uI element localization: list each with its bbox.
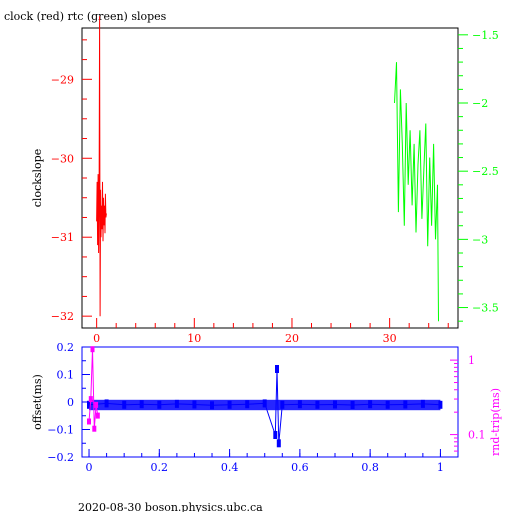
top-x-tick-label: 0 bbox=[93, 332, 100, 345]
top-right-tick-label: −1.5 bbox=[472, 29, 499, 42]
bottom-left-tick-label: 0 bbox=[67, 396, 74, 409]
footer-text: 2020-08-30 boson.physics.ubc.ca bbox=[78, 501, 263, 512]
top-panel-frame bbox=[81, 27, 459, 329]
bottom-left-tick-label: 0.1 bbox=[57, 369, 75, 382]
top-left-tick-label: −30 bbox=[51, 152, 74, 165]
bottom-x-ticks: 0 0.2 0.4 0.6 0.8 1 bbox=[86, 449, 444, 474]
offset-point bbox=[273, 431, 278, 439]
top-left-tick-label: −29 bbox=[51, 73, 74, 86]
top-left-y-ticks: −29 −30 −31 −32 bbox=[51, 39, 92, 323]
bottom-right-tick-label: 0.1 bbox=[468, 429, 486, 442]
top-x-tick-label: 30 bbox=[383, 332, 397, 345]
series-line-round-trip bbox=[88, 349, 99, 429]
bottom-series-marks bbox=[87, 346, 443, 448]
top-left-tick-label: −31 bbox=[51, 231, 74, 244]
bottom-x-tick-label: 0.4 bbox=[221, 461, 239, 474]
top-right-tick-label: −2 bbox=[472, 97, 488, 110]
series-line-clock bbox=[96, 16, 107, 317]
top-x-ticks: 0 10 20 30 bbox=[93, 318, 449, 345]
offset-point bbox=[276, 439, 281, 448]
top-right-tick-label: −2.5 bbox=[472, 165, 499, 178]
bottom-right-tick-label: 1 bbox=[468, 354, 475, 367]
bottom-left-tick-label: −0.1 bbox=[47, 424, 74, 437]
bottom-y-axis-label: offset(ms) bbox=[31, 374, 44, 430]
bottom-x-tick-label: 0.8 bbox=[361, 461, 379, 474]
offset-point-band bbox=[89, 399, 441, 411]
chart-title: clock (red) rtc (green) slopes bbox=[4, 10, 167, 23]
bottom-y2-axis-label: rnd-trip(ms) bbox=[489, 388, 502, 456]
top-right-tick-label: −3.5 bbox=[472, 302, 499, 315]
bottom-x-tick-label: 1 bbox=[437, 461, 444, 474]
top-right-tick-label: −3 bbox=[472, 233, 488, 246]
top-x-tick-label: 20 bbox=[285, 332, 299, 345]
bottom-right-y-ticks: 10.1 bbox=[450, 354, 486, 452]
top-y-axis-label: clockslope bbox=[31, 149, 44, 207]
bottom-x-tick-label: 0.6 bbox=[291, 461, 309, 474]
bottom-left-tick-label: −0.2 bbox=[47, 451, 74, 464]
bottom-left-y-ticks: 0.2 0.1 0 −0.1 −0.2 bbox=[47, 341, 90, 464]
top-left-tick-label: −32 bbox=[51, 310, 74, 323]
top-right-y-ticks: −1.5 −2 −2.5 −3 −3.5 bbox=[458, 29, 499, 322]
bottom-x-tick-label: 0.2 bbox=[151, 461, 169, 474]
top-x-tick-label: 10 bbox=[187, 332, 201, 345]
top-series-marks bbox=[96, 16, 439, 322]
offset-point bbox=[275, 365, 279, 373]
bottom-x-tick-label: 0 bbox=[86, 461, 93, 474]
series-line-rtc bbox=[394, 62, 439, 322]
bottom-left-tick-label: 0.2 bbox=[57, 341, 75, 354]
